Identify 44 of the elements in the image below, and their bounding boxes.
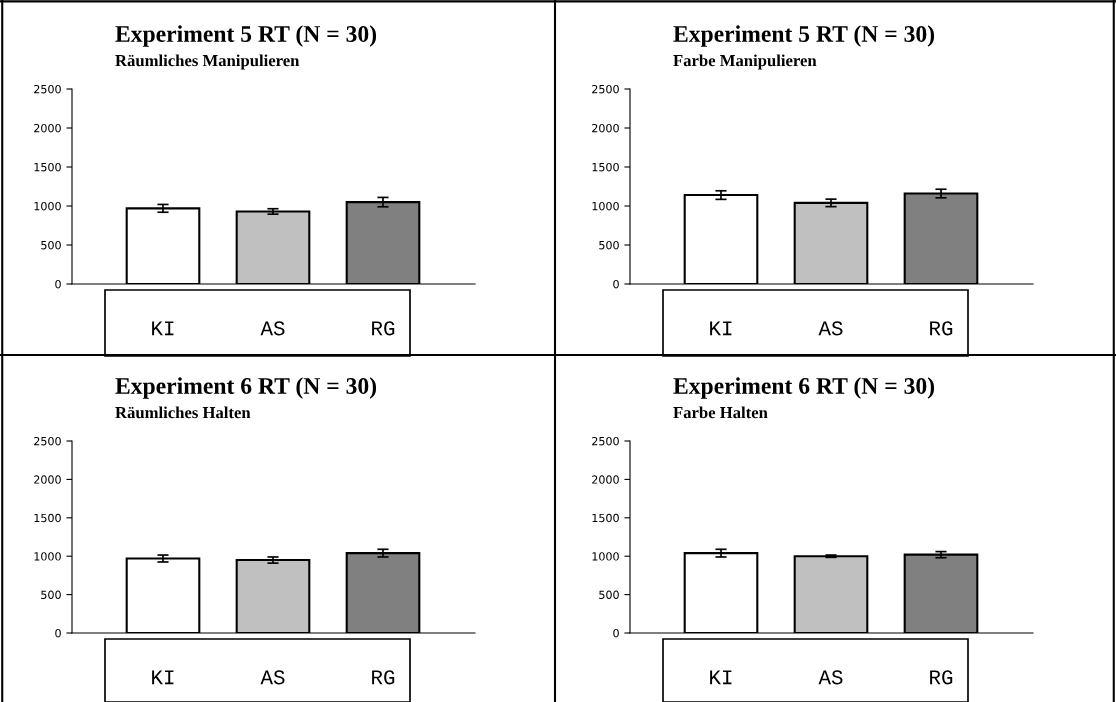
chart-title: Experiment 5 RT (N = 30): [673, 25, 935, 47]
chart-subtitle: Räumliches Manipulieren: [115, 54, 300, 70]
x-tick-label: RG: [930, 670, 953, 685]
x-tick-label: AS: [260, 321, 285, 336]
y-tick-label: 2000: [34, 123, 61, 133]
y-tick-label: 0: [613, 279, 619, 289]
chart-title: Experiment 5 RT (N = 30): [115, 25, 377, 47]
y-tick-label: 2500: [592, 84, 619, 94]
y-tick-label: 2500: [34, 84, 61, 94]
y-tick-label: 0: [613, 628, 619, 638]
y-tick-label: 1500: [592, 513, 619, 523]
x-tick-label: KI: [710, 321, 732, 336]
x-tick-label: AS: [818, 670, 843, 685]
y-tick-label: 0: [55, 628, 61, 638]
y-tick-label: 2500: [34, 436, 61, 446]
x-tick-label: KI: [710, 670, 732, 685]
chart-subtitle: Farbe Manipulieren: [673, 54, 817, 70]
y-tick-label: 0: [55, 279, 61, 289]
y-tick-label: 500: [599, 240, 619, 250]
x-tick-label: AS: [818, 321, 843, 336]
chart-subtitle: Räumliches Halten: [115, 406, 251, 419]
y-tick-label: 1500: [592, 162, 619, 172]
y-tick-label: 2000: [34, 475, 61, 484]
x-tick-label: KI: [152, 670, 174, 685]
x-tick-label: RG: [930, 321, 953, 336]
y-tick-label: 1000: [592, 201, 619, 211]
x-tick-label: RG: [372, 321, 395, 336]
x-tick-label: RG: [372, 670, 395, 685]
chart-title: Experiment 6 RT (N = 30): [115, 377, 377, 399]
y-tick-label: 1000: [592, 552, 619, 561]
y-tick-label: 2500: [592, 436, 619, 446]
x-tick-label: KI: [152, 321, 174, 336]
y-tick-label: 2000: [592, 123, 619, 133]
y-tick-label: 2000: [592, 475, 619, 484]
x-tick-label: AS: [260, 670, 285, 685]
y-tick-label: 500: [41, 240, 61, 250]
y-tick-label: 1000: [34, 201, 61, 211]
y-tick-label: 1000: [34, 552, 61, 561]
y-tick-label: 1500: [34, 162, 61, 172]
chart-title: Experiment 6 RT (N = 30): [673, 377, 935, 399]
chart-subtitle: Farbe Halten: [673, 406, 768, 419]
y-tick-label: 1500: [34, 513, 61, 523]
y-tick-label: 500: [599, 590, 619, 599]
y-tick-label: 500: [41, 590, 61, 599]
